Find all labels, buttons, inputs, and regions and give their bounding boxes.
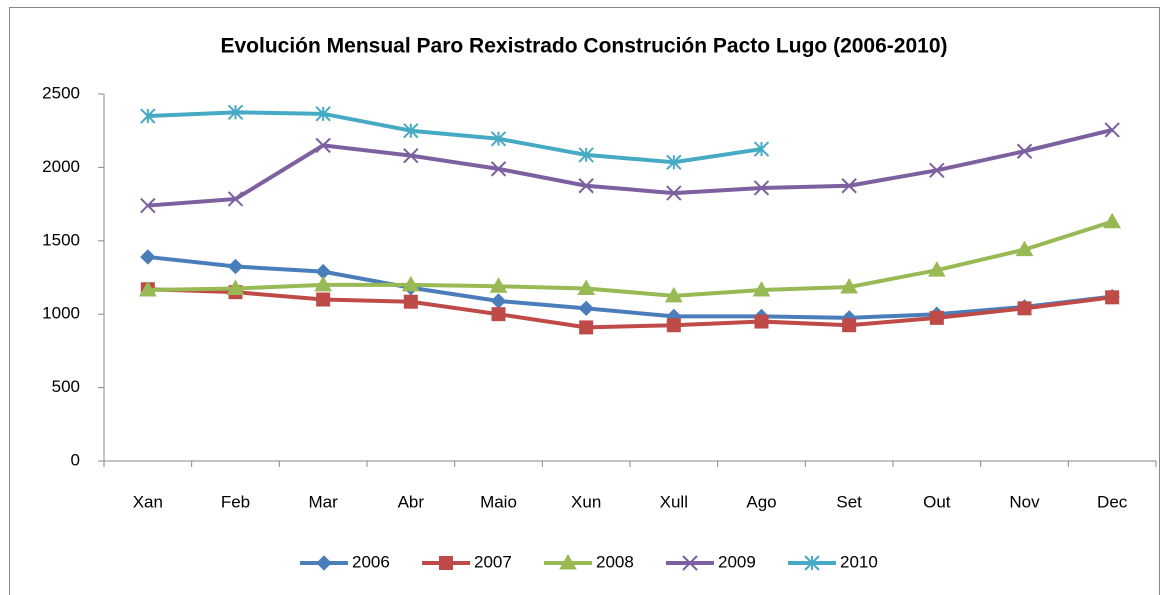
data-point bbox=[315, 137, 331, 154]
data-point bbox=[489, 277, 508, 293]
y-tick-label: 2000 bbox=[42, 157, 80, 176]
x-tick-label: Xull bbox=[660, 492, 688, 511]
legend-label: 2008 bbox=[596, 552, 634, 571]
x-tick-label: Nov bbox=[1009, 492, 1040, 511]
x-tick-label: Feb bbox=[221, 492, 250, 511]
data-point bbox=[578, 178, 594, 194]
data-point bbox=[314, 275, 333, 292]
x-tick-label: Dec bbox=[1097, 492, 1128, 511]
data-point bbox=[315, 106, 331, 122]
data-point bbox=[490, 161, 507, 177]
data-point bbox=[578, 300, 594, 317]
y-tick-label: 1000 bbox=[42, 304, 80, 323]
data-point bbox=[1104, 122, 1120, 138]
legend-marker bbox=[316, 555, 332, 571]
x-tick-label: Mar bbox=[309, 492, 339, 511]
data-point bbox=[927, 261, 946, 277]
series-line bbox=[147, 110, 762, 165]
data-point bbox=[140, 108, 156, 124]
series-line bbox=[147, 287, 1113, 330]
data-point bbox=[403, 122, 419, 139]
data-point bbox=[138, 280, 157, 297]
series-line bbox=[147, 254, 1113, 320]
y-tick-label: 2500 bbox=[42, 83, 80, 102]
data-point bbox=[929, 162, 945, 179]
y-tick-label: 1500 bbox=[42, 230, 80, 249]
legend-label: 2009 bbox=[718, 552, 756, 571]
series-line bbox=[147, 128, 1113, 208]
data-point bbox=[401, 275, 420, 292]
data-point bbox=[227, 104, 244, 121]
data-point bbox=[226, 279, 245, 296]
data-point bbox=[664, 286, 683, 303]
x-tick-label: Abr bbox=[398, 492, 425, 511]
x-tick-label: Maio bbox=[480, 492, 517, 511]
legend-marker bbox=[559, 553, 577, 570]
chart-frame bbox=[9, 7, 1160, 595]
data-point bbox=[227, 258, 244, 275]
data-point bbox=[666, 185, 682, 201]
x-tick-label: Xan bbox=[133, 492, 163, 511]
data-point bbox=[753, 141, 770, 157]
y-tick-label: 0 bbox=[71, 450, 80, 469]
series-line bbox=[147, 219, 1113, 298]
data-point bbox=[842, 318, 857, 333]
data-point bbox=[1103, 212, 1122, 229]
data-point bbox=[403, 147, 419, 164]
y-tick-label: 500 bbox=[52, 377, 80, 396]
data-point bbox=[578, 147, 594, 163]
data-point bbox=[227, 191, 244, 207]
data-point bbox=[666, 154, 682, 170]
data-point bbox=[1015, 240, 1034, 257]
data-point bbox=[666, 318, 681, 333]
data-point bbox=[929, 310, 944, 325]
legend-label: 2007 bbox=[474, 552, 512, 571]
data-point bbox=[752, 280, 771, 297]
legend-marker bbox=[682, 555, 698, 571]
data-point bbox=[490, 131, 507, 147]
legend-marker bbox=[804, 555, 820, 571]
data-point bbox=[577, 279, 596, 296]
legend-marker bbox=[439, 556, 453, 570]
data-point bbox=[754, 314, 769, 329]
data-point bbox=[1017, 301, 1032, 316]
x-tick-label: Set bbox=[836, 492, 862, 511]
legend-label: 2010 bbox=[840, 552, 878, 571]
x-tick-label: Xun bbox=[571, 492, 601, 511]
data-point bbox=[403, 294, 418, 309]
data-point bbox=[1016, 143, 1033, 159]
x-tick-label: Out bbox=[923, 492, 951, 511]
data-point bbox=[841, 178, 857, 194]
data-point bbox=[840, 278, 859, 294]
data-point bbox=[140, 249, 156, 265]
data-point bbox=[579, 320, 594, 335]
data-point bbox=[140, 197, 156, 214]
data-point bbox=[1105, 290, 1120, 305]
data-point bbox=[316, 292, 331, 307]
data-point bbox=[491, 307, 506, 322]
chart-title: Evolución Mensual Paro Rexistrado Constr… bbox=[220, 35, 947, 58]
data-point bbox=[753, 180, 770, 196]
legend-label: 2006 bbox=[352, 552, 390, 571]
x-tick-label: Ago bbox=[746, 492, 776, 511]
